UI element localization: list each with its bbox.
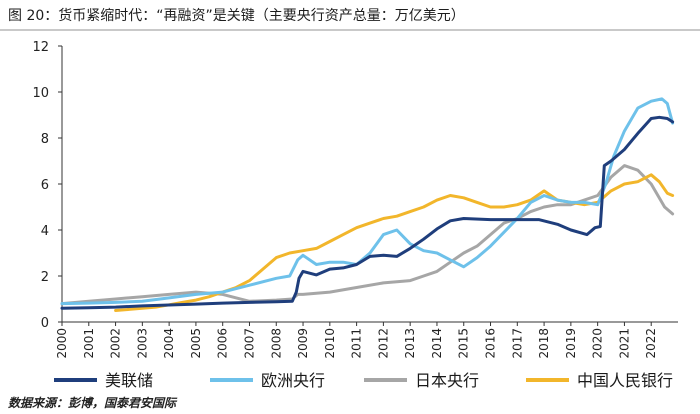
x-tick-label: 2021 — [617, 328, 631, 359]
x-tick-label: 2015 — [457, 328, 471, 359]
x-tick-label: 2007 — [242, 328, 256, 359]
y-tick-label: 12 — [32, 40, 49, 55]
x-tick-label: 2017 — [510, 328, 524, 359]
y-tick-label: 6 — [41, 178, 49, 193]
figure-title: 图 20：货币紧缩时代：“再融资”是关键（主要央行资产总量：万亿美元） — [8, 8, 465, 24]
legend-label: 中国人民银行 — [577, 371, 673, 390]
x-tick-label: 2014 — [430, 328, 444, 359]
legend-label: 欧洲央行 — [261, 371, 325, 390]
x-tick-label: 2013 — [403, 328, 417, 359]
x-tick-label: 2018 — [537, 328, 551, 359]
x-tick-label: 2005 — [189, 328, 203, 359]
series-line — [114, 173, 675, 312]
title-divider — [0, 29, 700, 31]
y-tick-label: 8 — [41, 132, 49, 147]
x-tick-label: 2001 — [82, 328, 96, 359]
series-line — [60, 115, 675, 310]
chart-legend: 美联储 欧洲央行 日本央行 中国人民银行 — [54, 371, 673, 390]
x-tick-label: 2009 — [296, 328, 310, 359]
x-tick-label: 2022 — [644, 328, 658, 359]
y-tick-label: 10 — [32, 86, 49, 101]
x-tick-label: 2016 — [484, 328, 498, 359]
legend-label: 日本央行 — [415, 371, 479, 390]
x-tick-label: 2000 — [55, 328, 69, 359]
chart-series — [60, 97, 675, 312]
y-tick-label: 0 — [41, 316, 49, 331]
x-tick-label: 2019 — [564, 328, 578, 359]
x-tick-label: 2004 — [162, 328, 176, 359]
x-tick-label: 2008 — [269, 328, 283, 359]
y-tick-label: 4 — [41, 224, 49, 239]
source-note: 数据来源：彭博，国泰君安国际 — [8, 396, 177, 410]
x-tick-label: 2002 — [109, 328, 123, 359]
x-tick-label: 2020 — [591, 328, 605, 359]
x-tick-label: 2012 — [376, 328, 390, 359]
x-tick-label: 2010 — [323, 328, 337, 359]
y-tick-label: 2 — [41, 270, 49, 285]
series-line — [60, 97, 675, 306]
series-line — [60, 164, 675, 306]
x-tick-label: 2003 — [135, 328, 149, 359]
x-tick-label: 2011 — [350, 328, 364, 359]
chart-axes: 0 2 4 6 8 10 12 2000 2001 2002 2003 2004 2005 2006 200… — [32, 40, 678, 359]
x-tick-label: 2006 — [216, 328, 230, 359]
legend-label: 美联储 — [105, 371, 153, 390]
